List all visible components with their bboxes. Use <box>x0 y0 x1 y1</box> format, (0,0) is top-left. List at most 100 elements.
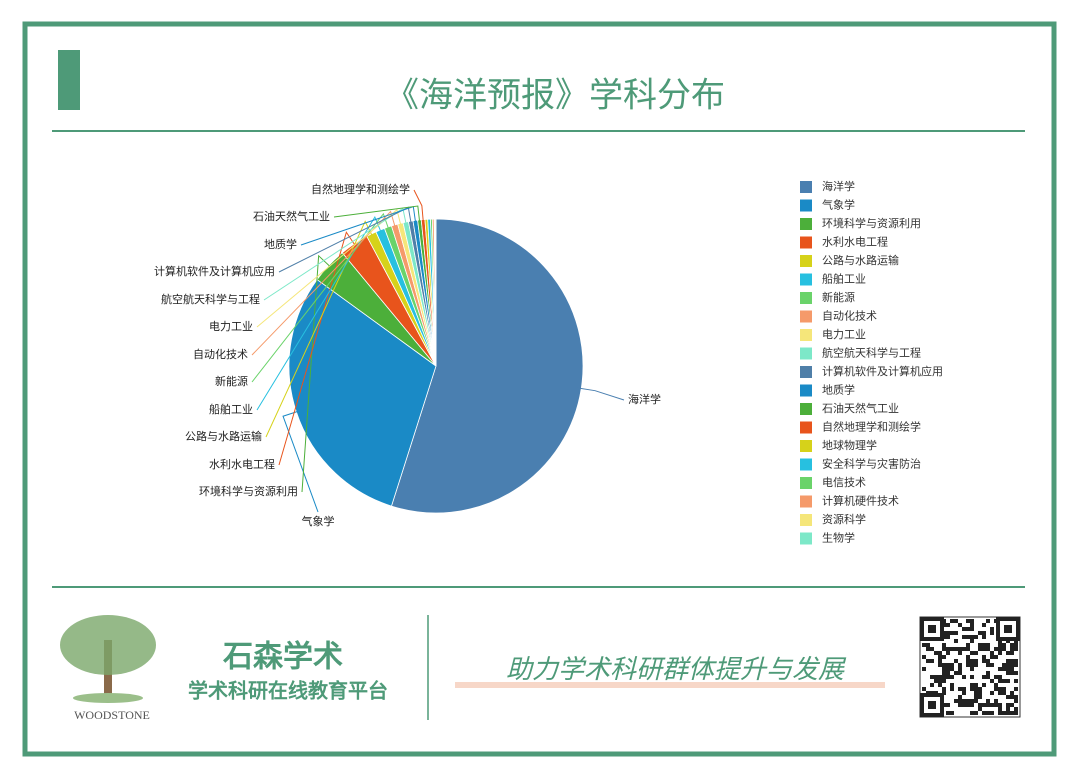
qr-cell <box>978 647 982 651</box>
qr-cell <box>986 703 990 707</box>
qr-cell <box>978 703 982 707</box>
qr-cell <box>994 655 998 659</box>
qr-cell <box>1010 711 1014 715</box>
slice-label: 计算机软件及计算机应用 <box>154 264 275 278</box>
qr-cell <box>986 619 990 623</box>
qr-cell <box>998 703 1002 707</box>
qr-cell <box>990 663 994 667</box>
qr-cell <box>942 643 946 647</box>
qr-cell <box>938 675 942 679</box>
qr-cell <box>950 619 954 623</box>
qr-cell <box>950 675 954 679</box>
legend-swatch <box>800 347 812 360</box>
qr-cell <box>986 659 990 663</box>
slogan-underline <box>455 682 885 688</box>
qr-cell <box>946 663 950 667</box>
slice-label: 航空航天科学与工程 <box>161 292 260 306</box>
qr-cell <box>982 675 986 679</box>
legend-swatch <box>800 366 812 378</box>
qr-cell <box>966 699 970 703</box>
title-bar <box>58 50 80 110</box>
qr-cell <box>958 647 962 651</box>
qr-cell <box>1010 647 1014 651</box>
qr-cell <box>946 647 950 651</box>
qr-cell <box>950 667 954 671</box>
legend-swatch <box>800 255 812 267</box>
qr-cell <box>970 659 974 663</box>
slice-label: 公路与水路运输 <box>185 429 262 443</box>
leader-line <box>577 387 625 401</box>
qr-cell <box>942 675 946 679</box>
qr-cell <box>942 667 946 671</box>
qr-cell <box>974 683 978 687</box>
qr-cell <box>998 707 1002 711</box>
qr-cell <box>962 699 966 703</box>
legend-swatch <box>800 403 812 415</box>
qr-cell <box>954 699 958 703</box>
qr-cell <box>950 631 954 635</box>
qr-cell <box>954 631 958 635</box>
qr-cell <box>1010 667 1014 671</box>
pie-slice <box>434 218 437 367</box>
qr-cell <box>954 639 958 643</box>
qr-finder-dot <box>928 625 936 633</box>
qr-cell <box>998 711 1002 715</box>
qr-cell <box>974 691 978 695</box>
legend-swatch <box>800 181 812 193</box>
qr-cell <box>946 667 950 671</box>
legend-label: 电力工业 <box>822 328 866 341</box>
qr-cell <box>974 699 978 703</box>
qr-cell <box>974 635 978 639</box>
qr-cell <box>970 635 974 639</box>
slice-label: 新能源 <box>215 374 248 388</box>
qr-cell <box>982 683 986 687</box>
qr-cell <box>962 647 966 651</box>
qr-cell <box>1010 695 1014 699</box>
leader-line <box>413 189 424 224</box>
qr-cell <box>966 619 970 623</box>
legend-swatch <box>800 292 812 304</box>
qr-cell <box>982 659 986 663</box>
qr-cell <box>986 663 990 667</box>
qr-cell <box>1010 663 1014 667</box>
legend-label: 海洋学 <box>822 179 855 193</box>
qr-cell <box>962 675 966 679</box>
qr-cell <box>966 627 970 631</box>
qr-cell <box>982 631 986 635</box>
legend-swatch <box>800 384 812 397</box>
qr-cell <box>1014 647 1018 651</box>
qr-cell <box>970 687 974 691</box>
qr-cell <box>1006 659 1010 663</box>
qr-cell <box>1002 663 1006 667</box>
legend-label: 气象学 <box>822 198 855 212</box>
qr-cell <box>930 683 934 687</box>
qr-cell <box>954 619 958 623</box>
legend-label: 航空航天科学与工程 <box>822 346 921 360</box>
qr-cell <box>982 711 986 715</box>
tree-ground <box>73 693 143 703</box>
qr-cell <box>978 695 982 699</box>
qr-cell <box>1006 667 1010 671</box>
qr-cell <box>950 663 954 667</box>
qr-cell <box>1010 643 1014 647</box>
qr-cell <box>966 655 970 659</box>
qr-cell <box>934 651 938 655</box>
qr-cell <box>982 647 986 651</box>
qr-cell <box>942 687 946 691</box>
legend-label: 生物学 <box>822 531 855 545</box>
slice-label: 自动化技术 <box>193 347 248 361</box>
qr-cell <box>922 655 926 659</box>
qr-cell <box>938 651 942 655</box>
qr-cell <box>982 623 986 627</box>
qr-cell <box>974 659 978 663</box>
leader-line <box>278 231 357 466</box>
qr-cell <box>954 647 958 651</box>
legend-label: 地球物理学 <box>822 438 877 452</box>
leader-line <box>333 205 421 224</box>
qr-cell <box>994 703 998 707</box>
qr-cell <box>1002 643 1006 647</box>
qr-cell <box>942 655 946 659</box>
qr-cell <box>994 647 998 651</box>
qr-cell <box>966 643 970 647</box>
qr-cell <box>978 691 982 695</box>
